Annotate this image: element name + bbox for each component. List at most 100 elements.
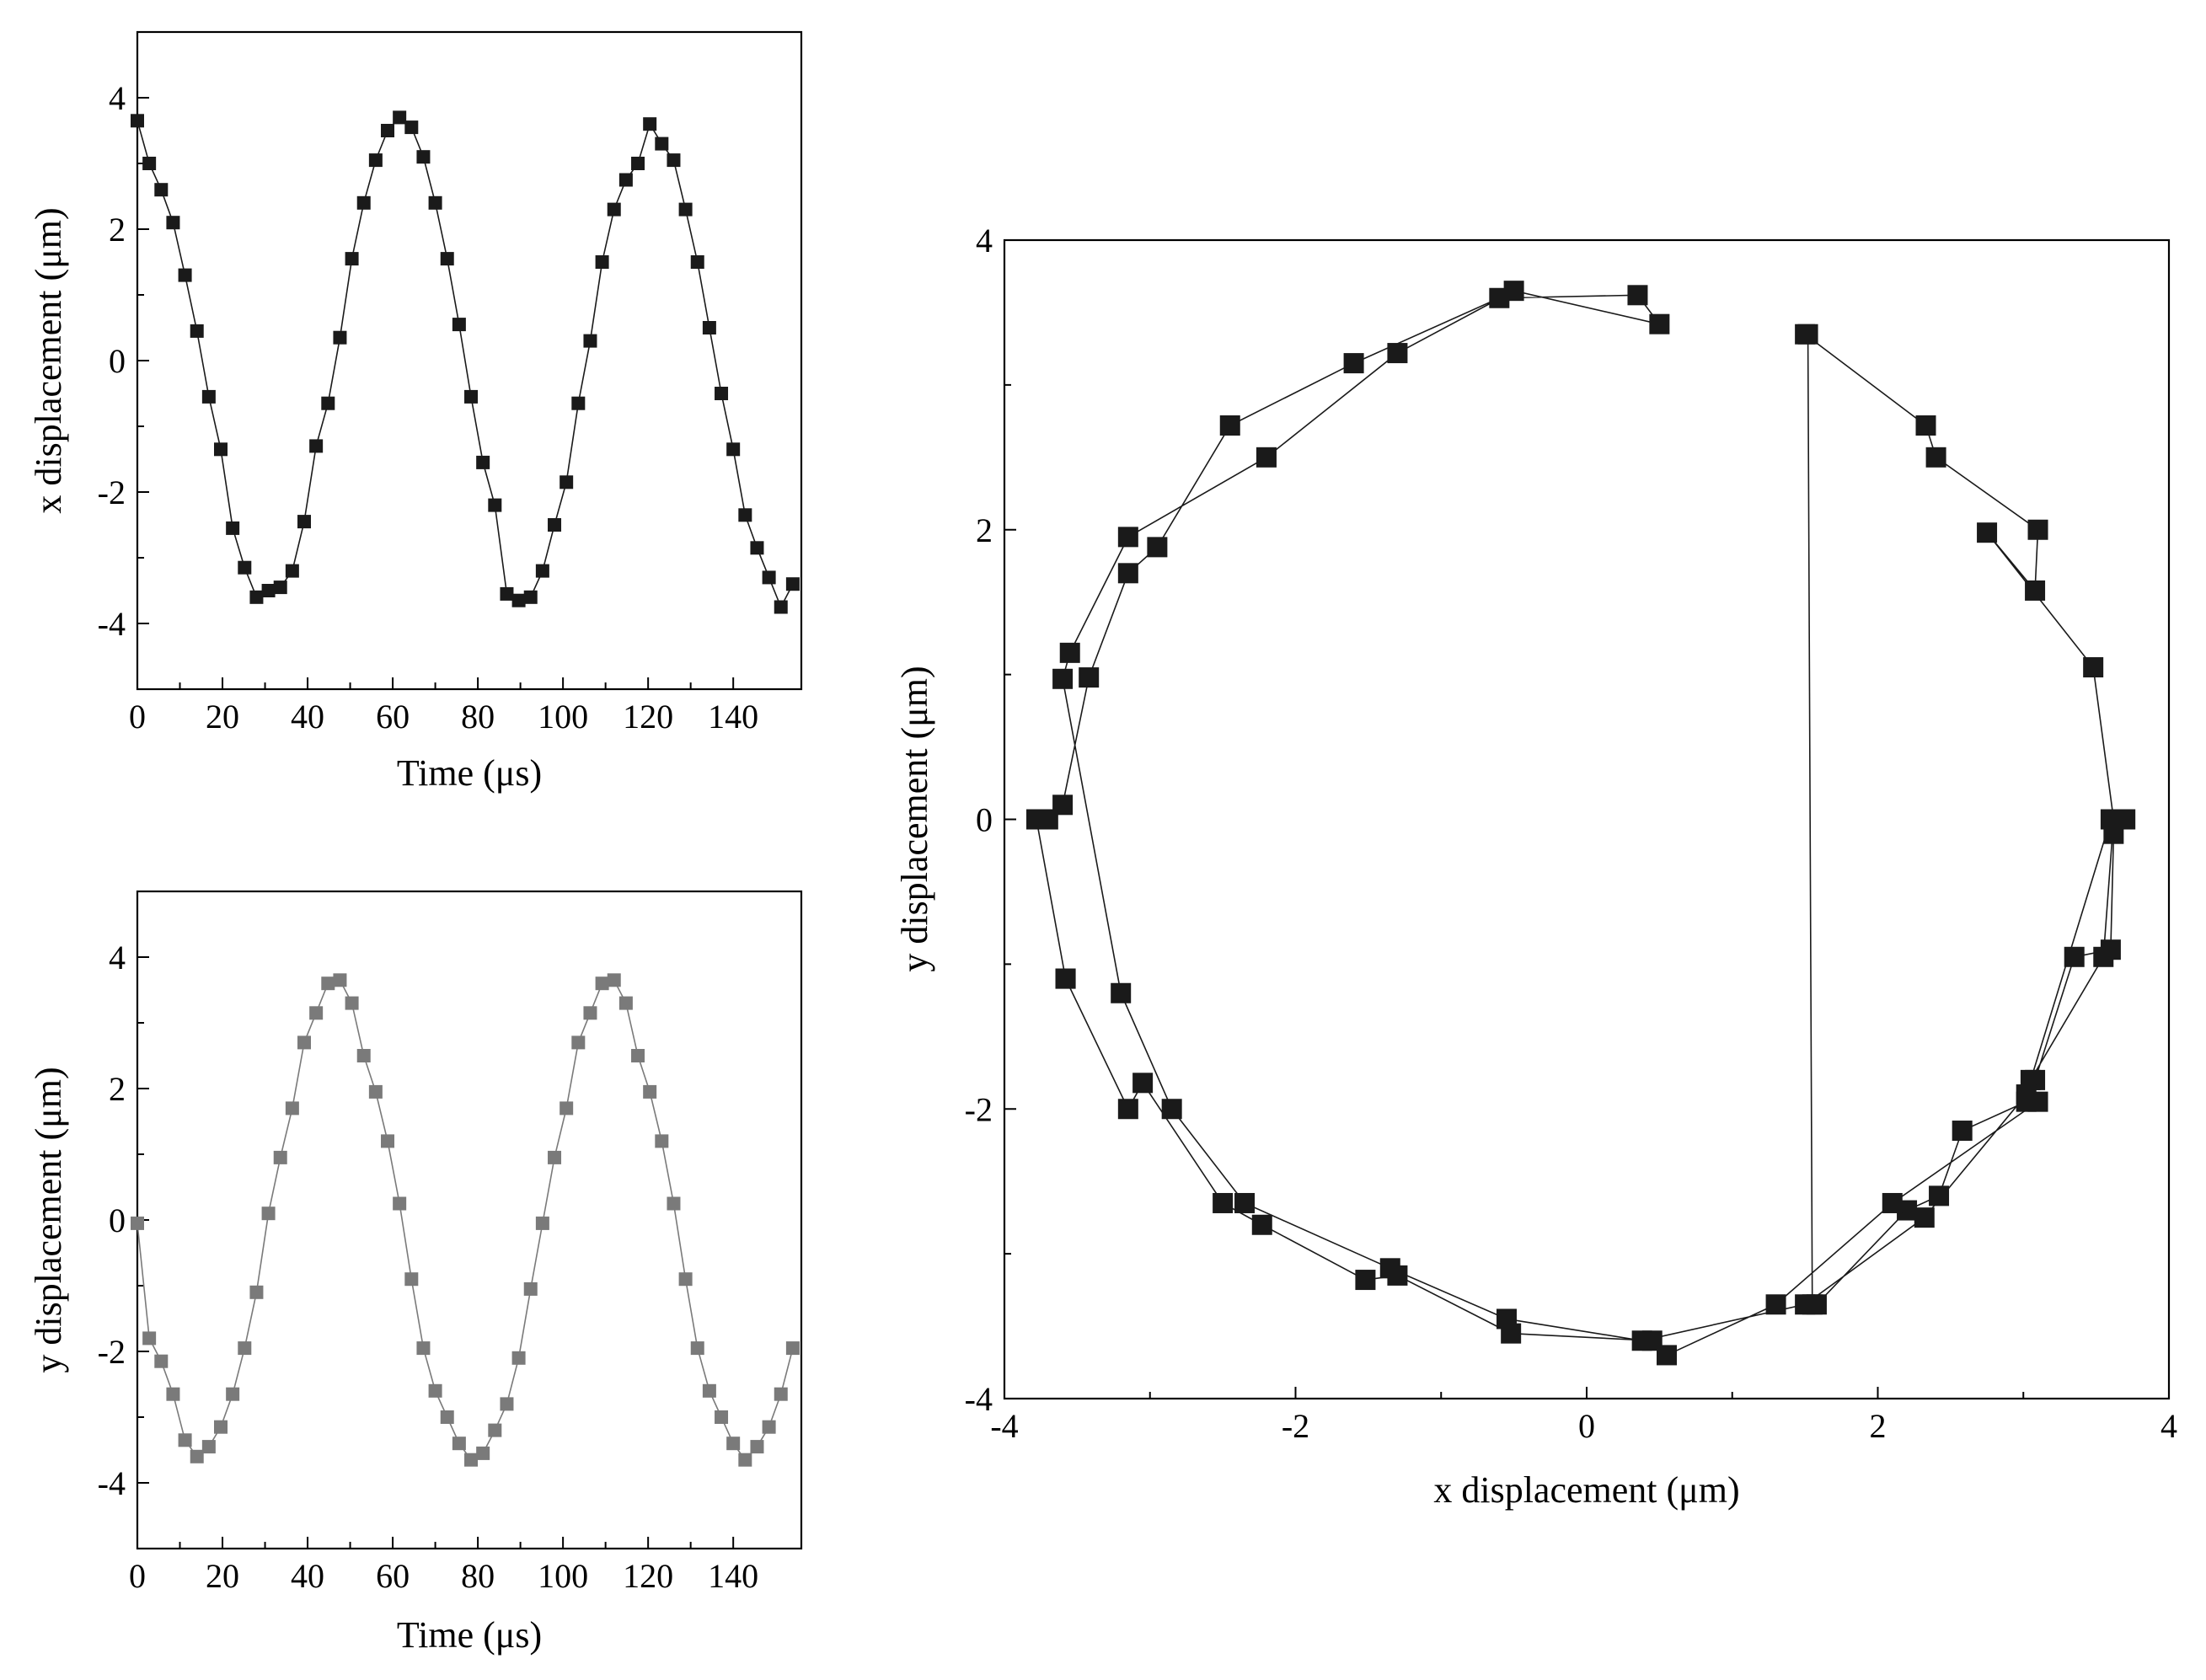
- x-vs-time-data-point: [785, 577, 800, 591]
- y-vs-x-data-point: [1882, 1192, 1903, 1213]
- y-vs-x-data-point: [1161, 1099, 1182, 1120]
- y-vs-x-ytick-label: 4: [976, 222, 993, 259]
- x-vs-time-data-point: [201, 389, 216, 404]
- y-vs-time-data-point: [523, 1281, 538, 1296]
- x-vs-time-data-point: [726, 442, 741, 457]
- x-vs-time-ytick-label: -4: [98, 605, 126, 643]
- x-vs-time-data-point: [238, 560, 252, 575]
- x-vs-time-data-point: [702, 321, 716, 334]
- y-vs-x-data-point: [1079, 667, 1100, 688]
- y-vs-time-data-point: [690, 1341, 704, 1356]
- y-vs-time-data-point: [393, 1196, 407, 1211]
- y-vs-time-data-point: [785, 1341, 800, 1356]
- y-vs-time-ytick-label: 2: [109, 1070, 126, 1108]
- y-vs-time-data-point: [333, 973, 347, 987]
- y-vs-time-data-point: [154, 1354, 169, 1368]
- y-vs-time-xtick-label: 80: [461, 1557, 495, 1595]
- y-vs-time-plot-frame: [136, 890, 803, 1550]
- y-vs-time-chart: 0 20 40 60 80 100 120 140 -4 -2 0 2 4 Time (μs) y di…: [28, 890, 803, 1656]
- y-vs-time-ytick-label: -2: [98, 1333, 126, 1371]
- y-vs-x-plot-frame: [1003, 238, 2171, 1400]
- x-vs-time-data-point: [548, 518, 562, 532]
- x-vs-time-ytick-label: 2: [109, 211, 126, 249]
- y-vs-x-data-point: [1387, 343, 1408, 364]
- y-vs-time-data-point: [226, 1387, 240, 1401]
- y-vs-x-xtick-label: -2: [1282, 1407, 1309, 1445]
- y-vs-x-ytick-label: -2: [965, 1090, 993, 1128]
- y-vs-x-data-point: [1379, 1258, 1400, 1279]
- y-vs-time-data-point: [416, 1341, 431, 1356]
- y-vs-time-data-point: [356, 1049, 371, 1062]
- y-vs-time-data-point: [404, 1272, 419, 1287]
- y-vs-time-data-point: [678, 1272, 693, 1287]
- y-vs-time-data-point: [595, 976, 609, 991]
- y-vs-x-data-point: [1952, 1121, 1973, 1142]
- y-vs-time-data-point: [618, 996, 633, 1010]
- x-vs-time-data-point: [142, 157, 157, 170]
- y-vs-x-ylabel: y displacement (μm): [894, 666, 935, 971]
- y-vs-time-xlabel: Time (μs): [397, 1614, 542, 1656]
- y-vs-time-data-point: [715, 1410, 729, 1424]
- y-vs-x-data-point: [1355, 1270, 1376, 1291]
- x-vs-time-data-point: [583, 334, 597, 348]
- y-vs-x-xlabel: x displacement (μm): [1433, 1469, 1739, 1511]
- y-vs-time-xtick-label: 40: [291, 1557, 324, 1595]
- y-vs-x-data-point: [1111, 982, 1132, 1003]
- y-vs-x-data-point: [1219, 415, 1240, 436]
- y-vs-time-data-point: [368, 1084, 383, 1099]
- x-vs-time-ylabel: x displacement (μm): [28, 207, 69, 513]
- x-vs-time-data-point: [774, 600, 788, 614]
- x-vs-time-data-point: [452, 318, 466, 332]
- x-vs-time-data-point: [500, 586, 514, 601]
- y-vs-time-data-point: [190, 1449, 204, 1463]
- x-vs-time-data-point: [249, 590, 264, 604]
- y-vs-time-data-point: [178, 1433, 192, 1447]
- x-vs-time-data-point: [476, 455, 490, 469]
- y-vs-x-ticks: -4 -2 0 2 4 -4 -2 0 2 4: [965, 222, 2177, 1445]
- x-vs-time-ytick-label: -2: [98, 474, 126, 511]
- x-vs-time-xtick-label: 40: [291, 698, 324, 736]
- y-vs-x-data-point: [1915, 415, 1936, 436]
- x-vs-time-data-point: [404, 120, 419, 135]
- x-vs-time-data-point: [321, 396, 335, 410]
- y-vs-x-data-point: [2016, 1084, 2037, 1105]
- y-vs-x-data-point: [1795, 1294, 1816, 1315]
- x-vs-time-data-point: [631, 157, 645, 170]
- y-vs-x-series-line: [1036, 290, 2126, 1356]
- y-vs-x-xtick-label: -4: [990, 1407, 1018, 1445]
- x-vs-time-data-point: [345, 252, 359, 266]
- y-vs-time-data-point: [201, 1440, 216, 1454]
- y-vs-time-data-point: [511, 1351, 526, 1365]
- y-vs-x-data-point: [1147, 537, 1168, 558]
- y-vs-x-data-point: [1765, 1294, 1786, 1315]
- x-vs-time-data-point: [738, 508, 752, 522]
- y-vs-x-data-point: [1929, 1185, 1950, 1206]
- y-vs-x-data-point: [2027, 519, 2048, 540]
- x-vs-time-data-point: [488, 498, 502, 512]
- y-vs-time-ylabel: y displacement (μm): [28, 1067, 69, 1372]
- y-vs-time-data-point: [488, 1423, 502, 1437]
- y-vs-time-data-point: [166, 1387, 180, 1401]
- y-vs-time-xtick-label: 100: [538, 1557, 588, 1595]
- x-vs-time-chart: 0 20 40 60 80 100 120 140 -4 -2 0 2 4 Time (μs) x di…: [28, 30, 803, 794]
- x-vs-time-data-point: [178, 268, 192, 282]
- x-vs-time-data-point: [667, 153, 681, 168]
- y-vs-x-ytick-label: -4: [965, 1380, 993, 1418]
- y-vs-time-data-point: [214, 1420, 228, 1434]
- y-vs-x-data-point: [1925, 447, 1946, 468]
- y-vs-time-data-point: [261, 1206, 276, 1221]
- y-vs-time-data-point: [548, 1150, 562, 1164]
- y-vs-x-data-point: [2115, 809, 2136, 830]
- x-vs-time-data-point: [678, 202, 693, 217]
- y-vs-time-data-point: [560, 1101, 574, 1116]
- x-vs-time-xtick-label: 60: [376, 698, 410, 736]
- y-vs-x-data-point: [1059, 642, 1080, 663]
- x-vs-time-data-point: [440, 252, 454, 266]
- y-vs-x-data-point: [2064, 946, 2085, 967]
- x-vs-time-xtick-label: 100: [538, 698, 588, 736]
- x-vs-time-data-point: [535, 564, 549, 578]
- y-vs-time-data-point: [452, 1437, 466, 1451]
- y-vs-time-data-point: [750, 1440, 764, 1454]
- y-vs-x-xtick-label: 4: [2160, 1407, 2177, 1445]
- y-vs-time-data-point: [702, 1383, 716, 1398]
